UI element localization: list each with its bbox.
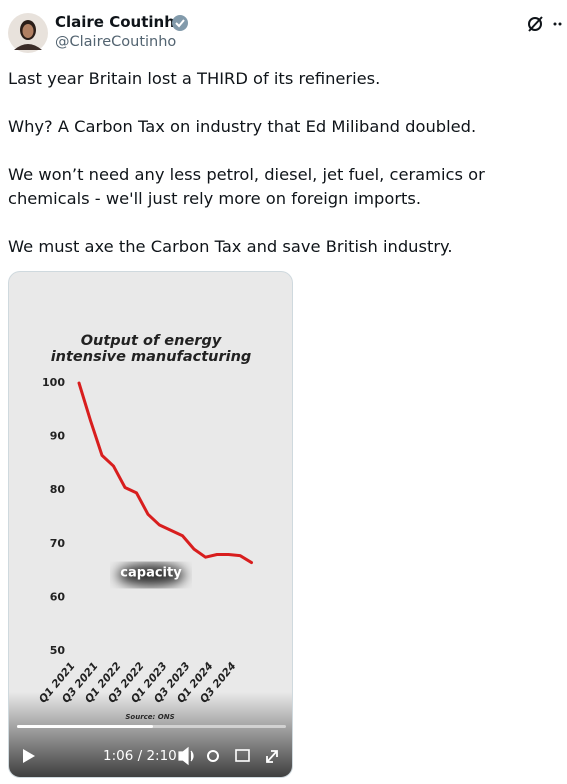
volume-button[interactable] (178, 746, 194, 766)
controls-backdrop (9, 692, 292, 777)
pip-button[interactable] (235, 749, 250, 762)
chart: Output of energy intensive manufacturing 5… (9, 333, 292, 777)
fullscreen-button[interactable] (266, 750, 278, 763)
tweet-text: Last year Britain lost a THIRD of its re… (8, 67, 560, 283)
y-tick-label: 80 (50, 483, 66, 496)
chart-title-line: intensive manufacturing (51, 349, 252, 365)
y-tick-label: 70 (50, 537, 66, 550)
y-tick-label: 100 (42, 376, 65, 389)
author-handle[interactable]: @ClaireCoutinho (55, 34, 177, 50)
y-tick-label: 90 (50, 430, 66, 443)
tweet-paragraph: We must axe the Carbon Tax and save Brit… (8, 237, 453, 256)
verified-badge (172, 15, 188, 31)
y-tick-label: 60 (50, 590, 66, 603)
play-button[interactable] (23, 749, 35, 763)
progress-fill (17, 725, 153, 728)
tweet-paragraph: Last year Britain lost a THIRD of its re… (8, 69, 381, 88)
tweet-actions[interactable] (526, 14, 566, 34)
video-time: 1:06 / 2:10 (103, 748, 177, 764)
chart-title: Output of energy intensive manufacturing (51, 333, 252, 365)
tweet-paragraph: Why? A Carbon Tax on industry that Ed Mi… (8, 117, 477, 136)
annotation-shadow (117, 564, 185, 586)
video[interactable]: Output of energy intensive manufacturing 5… (8, 271, 293, 778)
y-tick-label: 50 (50, 644, 66, 657)
annotation: capacity (120, 566, 182, 581)
avatar[interactable] (7, 12, 49, 54)
settings-button[interactable] (207, 750, 219, 762)
data-line (77, 381, 253, 565)
chart-title-line: Output of energy (81, 333, 222, 349)
tweet-paragraph: We won’t need any less petrol, diesel, j… (8, 165, 485, 208)
author-name[interactable]: Claire Coutinho (55, 13, 186, 31)
